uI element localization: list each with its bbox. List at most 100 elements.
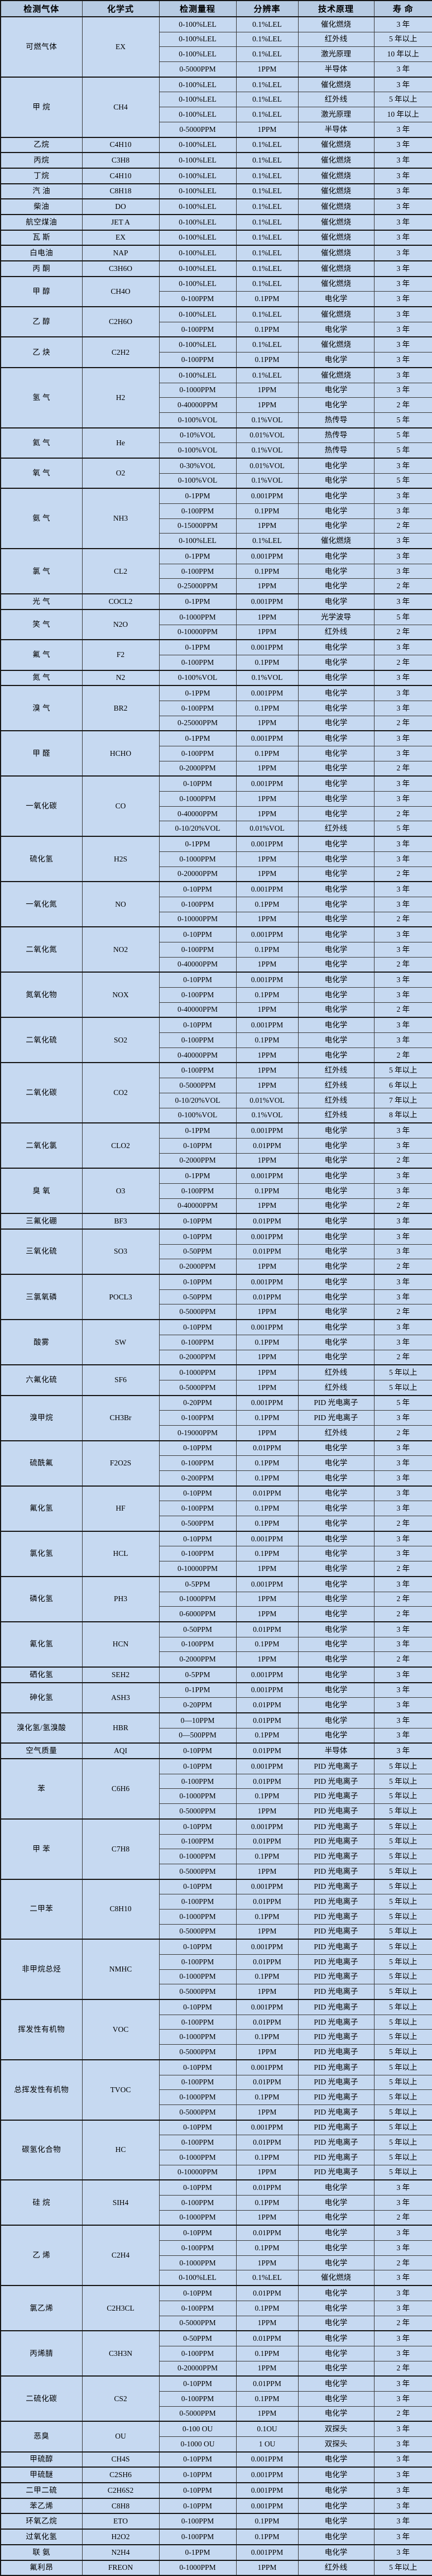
- lifespan-cell: 5 年以上: [373, 1788, 432, 1804]
- principle-cell: 电化学: [297, 1183, 375, 1199]
- lifespan-cell: 2 年: [373, 715, 432, 731]
- range-cell: 0-100PPM: [159, 1546, 237, 1562]
- gas-name-cell: 苯: [0, 1758, 83, 1820]
- table-row: 酸雾 SW 0-10PPM 0.001PPM 电化学 3 年: [0, 1319, 432, 1365]
- formula-cell: O2: [81, 457, 160, 489]
- table-row: 0-100PPM 0.1PPM 电化学 3 年: [1, 1455, 432, 1471]
- resolution-cell: 0.1PPM: [236, 2149, 299, 2165]
- resolution-cell: 0.01PPM: [236, 1894, 299, 1910]
- formula-cell: HCN: [81, 1621, 160, 1668]
- formula-cell: HBR: [81, 1712, 160, 1744]
- resolution-cell: 0.1PPM: [236, 2240, 299, 2256]
- lifespan-cell: 3 年: [373, 61, 432, 78]
- principle-cell: 催化燃烧: [297, 16, 375, 32]
- principle-cell: 电化学: [297, 806, 375, 822]
- formula-cell: NOX: [81, 972, 160, 1018]
- lifespan-cell: 3 年: [373, 593, 432, 610]
- gas-name-cell: 溴化氢/氢溴酸: [0, 1712, 83, 1744]
- resolution-cell: 0.1PPM: [236, 2029, 299, 2045]
- table-row: 丙 酮 C3H6O 0-100%LEL 0.1%LEL 催化燃烧 3 年: [0, 260, 432, 277]
- table-row: 乙 烯 C2H4 0-10PPM 0.01PPM 电化学 3 年: [0, 2225, 432, 2286]
- lifespan-cell: 2 年: [373, 956, 432, 973]
- table-row: 0-100%VOL 0.1%VOL 电化学 5 年: [1, 473, 432, 489]
- formula-cell: EX: [81, 16, 160, 78]
- lifespan-cell: 3 年: [373, 260, 432, 277]
- lifespan-cell: 5 年以上: [373, 1758, 432, 1774]
- principle-cell: 电化学: [297, 2544, 375, 2560]
- principle-cell: PID 光电离子: [297, 1834, 375, 1850]
- formula-cell: NO2: [81, 926, 160, 973]
- lifespan-cell: 3 年: [373, 1682, 432, 1698]
- resolution-cell: 0.001PPM: [236, 685, 299, 701]
- gas-name-cell: 甲 苯: [0, 1818, 83, 1880]
- resolution-cell: 0.001PPM: [236, 775, 299, 792]
- formula-cell: C4H10: [81, 136, 160, 153]
- lifespan-cell: 3 年: [373, 336, 432, 353]
- range-cell: 0-100 OU: [159, 2421, 237, 2437]
- range-cell: 0-1000PPM: [159, 1849, 237, 1864]
- lifespan-cell: 2 年: [373, 1591, 432, 1607]
- lifespan-cell: 2 年: [373, 518, 432, 534]
- range-cell: 0-1PPM: [159, 2544, 237, 2560]
- table-row: 总挥发性有机物 TVOC 0-10PPM 0.001PPM PID 光电离子 5 年以上: [0, 2059, 432, 2121]
- table-row: 0-100PPM 0.01PPM PID 光电离子 5 年以上: [1, 2014, 432, 2030]
- range-cell: 0-10000PPM: [159, 1561, 237, 1577]
- lifespan-cell: 3 年: [373, 639, 432, 655]
- principle-cell: 电化学: [297, 1682, 375, 1698]
- range-cell: 0-40000PPM: [159, 1047, 237, 1063]
- principle-cell: 电化学: [297, 473, 375, 489]
- lifespan-cell: 2 年: [373, 1516, 432, 1532]
- gas-name-cell: 溴 气: [0, 685, 83, 731]
- resolution-cell: 0.1%LEL: [236, 16, 299, 32]
- principle-cell: 电化学: [297, 866, 375, 882]
- table-row: 氟 气 F2 0-1PPM 0.001PPM 电化学 3 年: [0, 639, 432, 671]
- range-cell: 0-30%VOL: [159, 457, 237, 474]
- resolution-cell: 0.001PPM: [236, 2451, 299, 2468]
- gas-name-cell: 二甲苯: [0, 1878, 83, 1940]
- formula-cell: F2: [81, 639, 160, 671]
- lifespan-cell: 3 年: [373, 563, 432, 579]
- table-row: 0-15000PPM 1PPM 电化学 2 年: [1, 518, 432, 534]
- table-row: 0-1000PPM 1PPM 电化学 2 年: [1, 2255, 432, 2271]
- table-row: 氮氧化物 NOX 0-10PPM 0.001PPM 电化学 3 年: [0, 972, 432, 1018]
- lifespan-cell: 2 年: [373, 2360, 432, 2377]
- lifespan-cell: 3 年: [373, 2391, 432, 2407]
- range-cell: 0-10PPM: [159, 1274, 237, 1290]
- principle-cell: 电化学: [297, 2255, 375, 2271]
- table-row: 0-40000PPM 1PPM 电化学 2 年: [1, 806, 432, 822]
- resolution-cell: 1PPM: [236, 1304, 299, 1320]
- lifespan-cell: 5 年以上: [373, 1908, 432, 1925]
- gas-name-cell: 挥发性有机物: [0, 1999, 83, 2060]
- principle-cell: 电化学: [297, 593, 375, 610]
- resolution-cell: 0.001PPM: [236, 1939, 299, 1955]
- table-row: 环氧乙烷 ETO 0-100PPM 0.1PPM 电化学 3 年: [0, 2513, 432, 2530]
- range-cell: 0-2000PPM: [159, 1349, 237, 1365]
- principle-cell: 电化学: [297, 1198, 375, 1214]
- table-row: 氯 气 CL2 0-1PPM 0.001PPM 电化学 3 年: [0, 548, 432, 594]
- formula-cell: CLO2: [81, 1122, 160, 1169]
- lifespan-cell: 3 年: [373, 972, 432, 988]
- formula-cell: CS2: [81, 2375, 160, 2422]
- resolution-cell: 0.1PPM: [236, 1969, 299, 1985]
- principle-cell: PID 光电离子: [297, 2119, 375, 2136]
- table-row: 三氯氧磷 POCL3 0-10PPM 0.001PPM 电化学 3 年: [0, 1274, 432, 1320]
- lifespan-cell: 3 年: [373, 1032, 432, 1048]
- range-cell: 0-2000PPM: [159, 760, 237, 777]
- formula-cell: BF3: [81, 1213, 160, 1230]
- gas-name-cell: 磷化氢: [0, 1575, 83, 1622]
- table-row: 0-100PPM 0.01PPM PID 光电离子 5 年以上: [1, 1834, 432, 1850]
- principle-cell: 电化学: [297, 956, 375, 973]
- range-cell: 0-200PPM: [159, 1470, 237, 1487]
- range-cell: 0-10PPM: [159, 2482, 237, 2499]
- principle-cell: 红外线: [297, 1364, 375, 1380]
- principle-cell: 双探头: [297, 2436, 375, 2453]
- principle-cell: 电化学: [297, 1712, 375, 1729]
- range-cell: 0-10000PPM: [159, 624, 237, 640]
- range-cell: 0-2000PPM: [159, 1651, 237, 1668]
- lifespan-cell: 3 年: [373, 229, 432, 246]
- resolution-cell: 0.001PPM: [236, 1228, 299, 1245]
- lifespan-cell: 5 年以上: [373, 1939, 432, 1955]
- principle-cell: PID 光电离子: [297, 1818, 375, 1835]
- lifespan-cell: 5 年以上: [373, 2164, 432, 2180]
- lifespan-cell: 2 年: [373, 2315, 432, 2331]
